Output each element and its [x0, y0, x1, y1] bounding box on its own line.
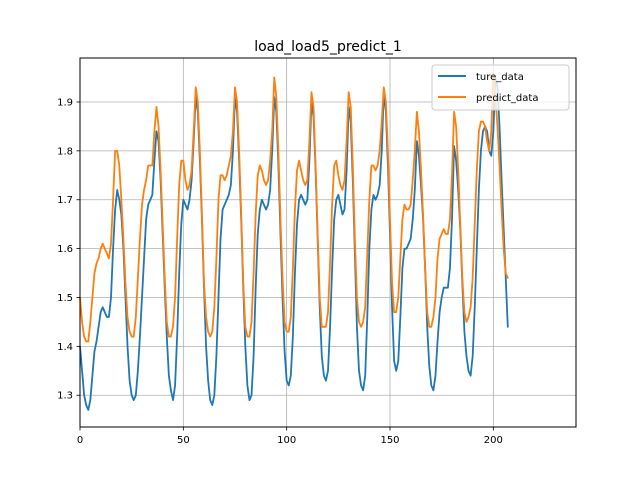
legend: ture_data predict_data [431, 64, 570, 111]
y-tick-label: 1.9 [57, 97, 73, 108]
y-axis: 1.3 1.4 1.5 1.6 1.7 1.8 1.9 [57, 97, 80, 402]
legend-label-predict-data: predict_data [476, 93, 538, 104]
plot-area-frame [79, 57, 577, 428]
y-tick-label: 1.4 [57, 342, 73, 353]
series-lines [79, 71, 509, 411]
x-tick-label: 150 [380, 435, 399, 446]
x-tick-label: 200 [484, 435, 503, 446]
x-tick-label: 100 [277, 435, 296, 446]
x-tick-label: 0 [77, 435, 83, 446]
legend-label-ture-data: ture_data [476, 72, 524, 83]
series-line-ture-data [79, 76, 509, 411]
y-tick-label: 1.3 [57, 391, 73, 402]
y-tick-label: 1.8 [57, 146, 73, 157]
series-line-predict-data [79, 71, 509, 343]
y-tick-label: 1.5 [57, 293, 73, 304]
legend-box [431, 64, 570, 111]
chart-title: load_load5_predict_1 [254, 39, 402, 55]
x-axis: 0 50 100 150 200 [77, 427, 503, 446]
x-tick-label: 50 [177, 435, 190, 446]
y-tick-label: 1.7 [57, 195, 73, 206]
y-tick-label: 1.6 [57, 244, 73, 255]
